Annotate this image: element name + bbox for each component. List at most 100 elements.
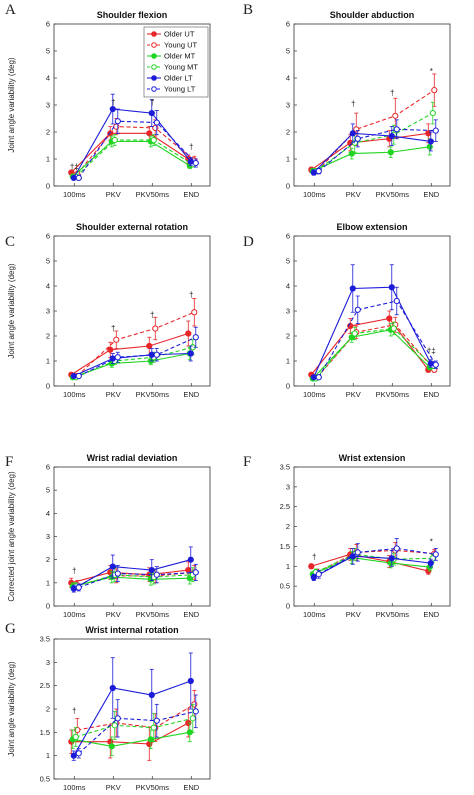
series-line: [318, 300, 437, 378]
plot-frame: [293, 23, 451, 187]
legend-entry: Young LT: [147, 85, 196, 94]
series-young-mt: [312, 321, 436, 382]
series-older-lt: [70, 546, 194, 593]
series-young-lt: [75, 326, 199, 380]
y-tick-label: 0.5: [280, 582, 290, 591]
series-line: [78, 571, 196, 588]
chart-title: Shoulder abduction: [330, 10, 415, 20]
data-point: [388, 555, 395, 562]
panel-letter: D: [243, 234, 254, 250]
series-older-lt: [70, 93, 194, 181]
y-tick-label: 3: [286, 482, 290, 491]
data-point: [185, 566, 192, 574]
legend-entry: Young MT: [147, 63, 198, 72]
x-tick-label: END: [183, 190, 199, 199]
series-older-mt: [309, 323, 433, 382]
series-older-mt: [69, 722, 193, 757]
chart-panel-3: C Shoulder external rotation 0 1 2 3 4 5 6 100ms P…: [5, 222, 211, 399]
y-tick-label: 2: [286, 332, 290, 341]
y-tick-label: 1: [286, 357, 290, 366]
series-young-lt: [75, 694, 199, 759]
series-line: [70, 332, 189, 376]
data-point: [351, 330, 358, 337]
data-point: [310, 169, 317, 176]
data-point: [152, 325, 159, 332]
data-point: [386, 315, 393, 322]
legend-label: Older LT: [164, 74, 193, 83]
series-older-lt: [310, 123, 434, 176]
y-tick-label: 4: [46, 282, 50, 291]
y-axis-label: Joint angle variability (deg): [7, 57, 16, 152]
x-tick-label: PKV: [106, 783, 121, 792]
y-tick-label: 5: [286, 47, 290, 56]
y-tick-label: 6: [46, 232, 50, 241]
significance-mark: *: [430, 67, 433, 76]
series-young-lt: [75, 108, 199, 181]
y-tick-label: 6: [286, 232, 290, 241]
series-line: [76, 126, 195, 175]
legend-label: Young UT: [164, 41, 197, 50]
data-point: [187, 556, 194, 563]
y-tick-label: 4: [46, 509, 50, 518]
series-line: [75, 717, 193, 738]
legend-label: Young LT: [164, 85, 196, 94]
data-point: [146, 342, 153, 350]
x-tick-label: PKV50ms: [136, 610, 170, 619]
y-tick-label: 2: [286, 128, 290, 137]
panel-letter: F: [5, 454, 13, 470]
significance-mark: †: [111, 324, 115, 333]
series-line: [315, 553, 433, 573]
x-tick-label: 100ms: [63, 390, 86, 399]
data-point: [75, 174, 82, 181]
data-point: [349, 130, 356, 137]
series-line: [72, 576, 190, 587]
series-line: [78, 336, 197, 377]
data-point: [111, 137, 118, 144]
series-line: [72, 352, 190, 378]
x-tick-label: PKV: [106, 390, 121, 399]
y-tick-label: 4: [286, 282, 290, 291]
series-young-lt: [315, 538, 439, 579]
data-point: [426, 143, 433, 150]
data-point: [150, 137, 157, 144]
y-tick-label: 1: [286, 155, 290, 164]
data-point: [432, 551, 439, 558]
data-point: [114, 354, 121, 361]
legend-marker: [151, 53, 157, 59]
y-tick-label: 3: [46, 101, 50, 110]
data-point: [191, 309, 198, 316]
data-point: [109, 105, 116, 113]
data-point: [427, 138, 434, 145]
data-point: [70, 174, 77, 181]
data-point: [354, 135, 361, 142]
significance-mark: †: [390, 89, 394, 98]
y-tick-label: 3: [46, 307, 50, 316]
data-point: [153, 119, 160, 126]
significance-mark: †: [111, 98, 115, 107]
series-young-lt: [315, 119, 439, 175]
data-point: [114, 570, 121, 577]
data-point: [147, 736, 154, 743]
data-point: [388, 132, 395, 140]
series-line: [72, 731, 190, 747]
data-point: [425, 130, 432, 137]
y-tick-label: 0.5: [40, 775, 50, 784]
x-tick-label: END: [183, 390, 199, 399]
data-point: [429, 110, 436, 117]
chart-panel-2: B Shoulder abduction 0 1 2 3 4 5 6 100ms PKV PKV50m…: [243, 2, 451, 199]
y-tick-label: 3.5: [280, 463, 290, 472]
series-line: [72, 140, 191, 177]
chart-panel-4: D Elbow extension 0 1 2 3 4 5 6 100ms PKV PKV50ms EN…: [243, 222, 451, 399]
y-tick-label: 2.5: [40, 681, 50, 690]
series-line: [315, 327, 434, 379]
x-tick-label: PKV: [346, 190, 361, 199]
data-point: [427, 560, 434, 567]
legend-entry: Older MT: [147, 52, 196, 61]
data-point: [310, 574, 317, 581]
data-point: [148, 110, 155, 117]
data-point: [70, 372, 77, 380]
series-line: [75, 346, 193, 378]
series-line: [70, 132, 189, 173]
x-tick-label: PKV50ms: [376, 390, 410, 399]
